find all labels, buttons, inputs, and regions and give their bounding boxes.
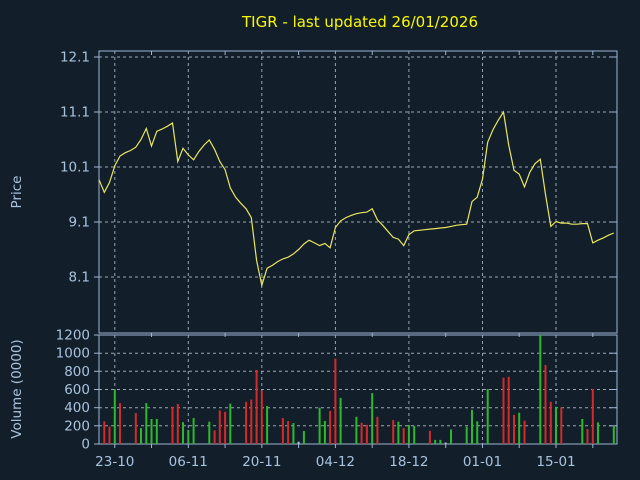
- volume-bar: [192, 418, 195, 444]
- volume-bar: [229, 403, 232, 444]
- volume-bar: [287, 421, 290, 444]
- volume-bar: [502, 377, 505, 444]
- volume-bar: [376, 416, 379, 445]
- volume-bar: [549, 401, 552, 444]
- volume-bar: [187, 429, 190, 444]
- volume-bar: [176, 404, 179, 444]
- volume-bar: [150, 419, 153, 444]
- volume-bar: [439, 439, 442, 444]
- x-tick-label: 18-12: [389, 454, 428, 470]
- volume-bar: [523, 420, 526, 444]
- volume-bar: [260, 391, 263, 444]
- volume-tick-label: 400: [64, 400, 90, 416]
- price-axis-label: Price: [9, 176, 25, 209]
- volume-bar: [292, 423, 295, 444]
- volume-bar: [365, 424, 368, 444]
- x-tick-label: 06-11: [169, 454, 208, 470]
- volume-bar: [371, 393, 374, 444]
- x-tick-label: 23-10: [95, 454, 134, 470]
- volume-bar: [586, 429, 589, 444]
- price-tick-label: 10.1: [60, 160, 90, 176]
- volume-bar: [413, 425, 416, 444]
- price-line: [98, 110, 615, 288]
- volume-bar: [266, 406, 269, 444]
- volume-bar: [218, 410, 221, 444]
- volume-tick-label: 0: [81, 437, 90, 453]
- volume-bar: [360, 422, 363, 444]
- volume-bar: [486, 389, 489, 444]
- volume-bar: [250, 399, 253, 444]
- volume-bar: [513, 414, 515, 444]
- price-panel-border: [98, 50, 618, 334]
- chart-generated-layer: 12.111.110.19.18.11200100080060040020002…: [56, 50, 618, 470]
- volume-bar: [113, 389, 116, 444]
- price-tick-label: 9.1: [69, 215, 90, 231]
- volume-bar: [182, 422, 184, 444]
- volume-bar: [339, 397, 342, 444]
- price-tick-label: 12.1: [60, 50, 90, 66]
- volume-bar: [103, 421, 106, 444]
- volume-bar: [245, 401, 248, 444]
- volume-bar: [281, 418, 284, 444]
- volume-bar: [213, 430, 216, 444]
- volume-bar: [397, 421, 400, 444]
- volume-bar: [591, 389, 594, 444]
- volume-tick-label: 200: [64, 418, 90, 434]
- volume-bar: [119, 403, 121, 444]
- x-tick-label: 04-12: [316, 454, 355, 470]
- volume-bar: [450, 429, 452, 444]
- volume-bar: [134, 413, 137, 444]
- volume-bar: [255, 370, 258, 444]
- volume-bar: [539, 335, 542, 444]
- volume-bar: [329, 411, 332, 444]
- volume-bar: [465, 426, 468, 444]
- volume-bar: [612, 425, 615, 444]
- volume-bar: [428, 430, 431, 444]
- volume-bar: [507, 376, 510, 444]
- volume-bar: [581, 419, 584, 444]
- volume-bar: [518, 412, 521, 444]
- price-tick-label: 11.1: [60, 105, 90, 121]
- volume-bar: [302, 431, 305, 444]
- volume-bar: [140, 428, 142, 444]
- volume-bar: [318, 407, 321, 444]
- volume-bar: [544, 365, 547, 444]
- volume-axis-label: Volume (0000): [9, 339, 25, 438]
- volume-bar: [434, 439, 437, 444]
- price-tick-label: 8.1: [69, 270, 90, 286]
- volume-bar: [297, 441, 300, 444]
- volume-bar: [555, 406, 557, 444]
- volume-bar: [597, 422, 599, 444]
- volume-bar: [444, 442, 447, 444]
- volume-tick-label: 1000: [56, 346, 90, 362]
- volume-bar: [476, 421, 479, 444]
- volume-bar: [323, 421, 326, 444]
- volume-bar: [392, 420, 395, 444]
- volume-bar: [334, 358, 337, 444]
- volume-tick-label: 1200: [56, 328, 90, 344]
- x-tick-label: 01-01: [463, 454, 502, 470]
- volume-panel-border: [98, 334, 618, 445]
- volume-bar: [471, 409, 473, 444]
- volume-bar: [155, 419, 158, 444]
- volume-tick-label: 800: [64, 364, 90, 380]
- volume-bar: [224, 411, 227, 444]
- volume-bar: [402, 428, 405, 444]
- volume-tick-label: 600: [64, 382, 90, 398]
- volume-bar: [560, 407, 563, 444]
- chart-title: TIGR - last updated 26/01/2026: [241, 13, 478, 31]
- x-tick-label: 15-01: [536, 454, 575, 470]
- x-tick-label: 20-11: [242, 454, 281, 470]
- volume-bar: [108, 426, 111, 444]
- volume-bar: [145, 403, 148, 444]
- volume-bar: [355, 416, 358, 445]
- volume-bar: [171, 406, 174, 444]
- volume-bar: [208, 421, 211, 444]
- volume-bar: [407, 424, 410, 444]
